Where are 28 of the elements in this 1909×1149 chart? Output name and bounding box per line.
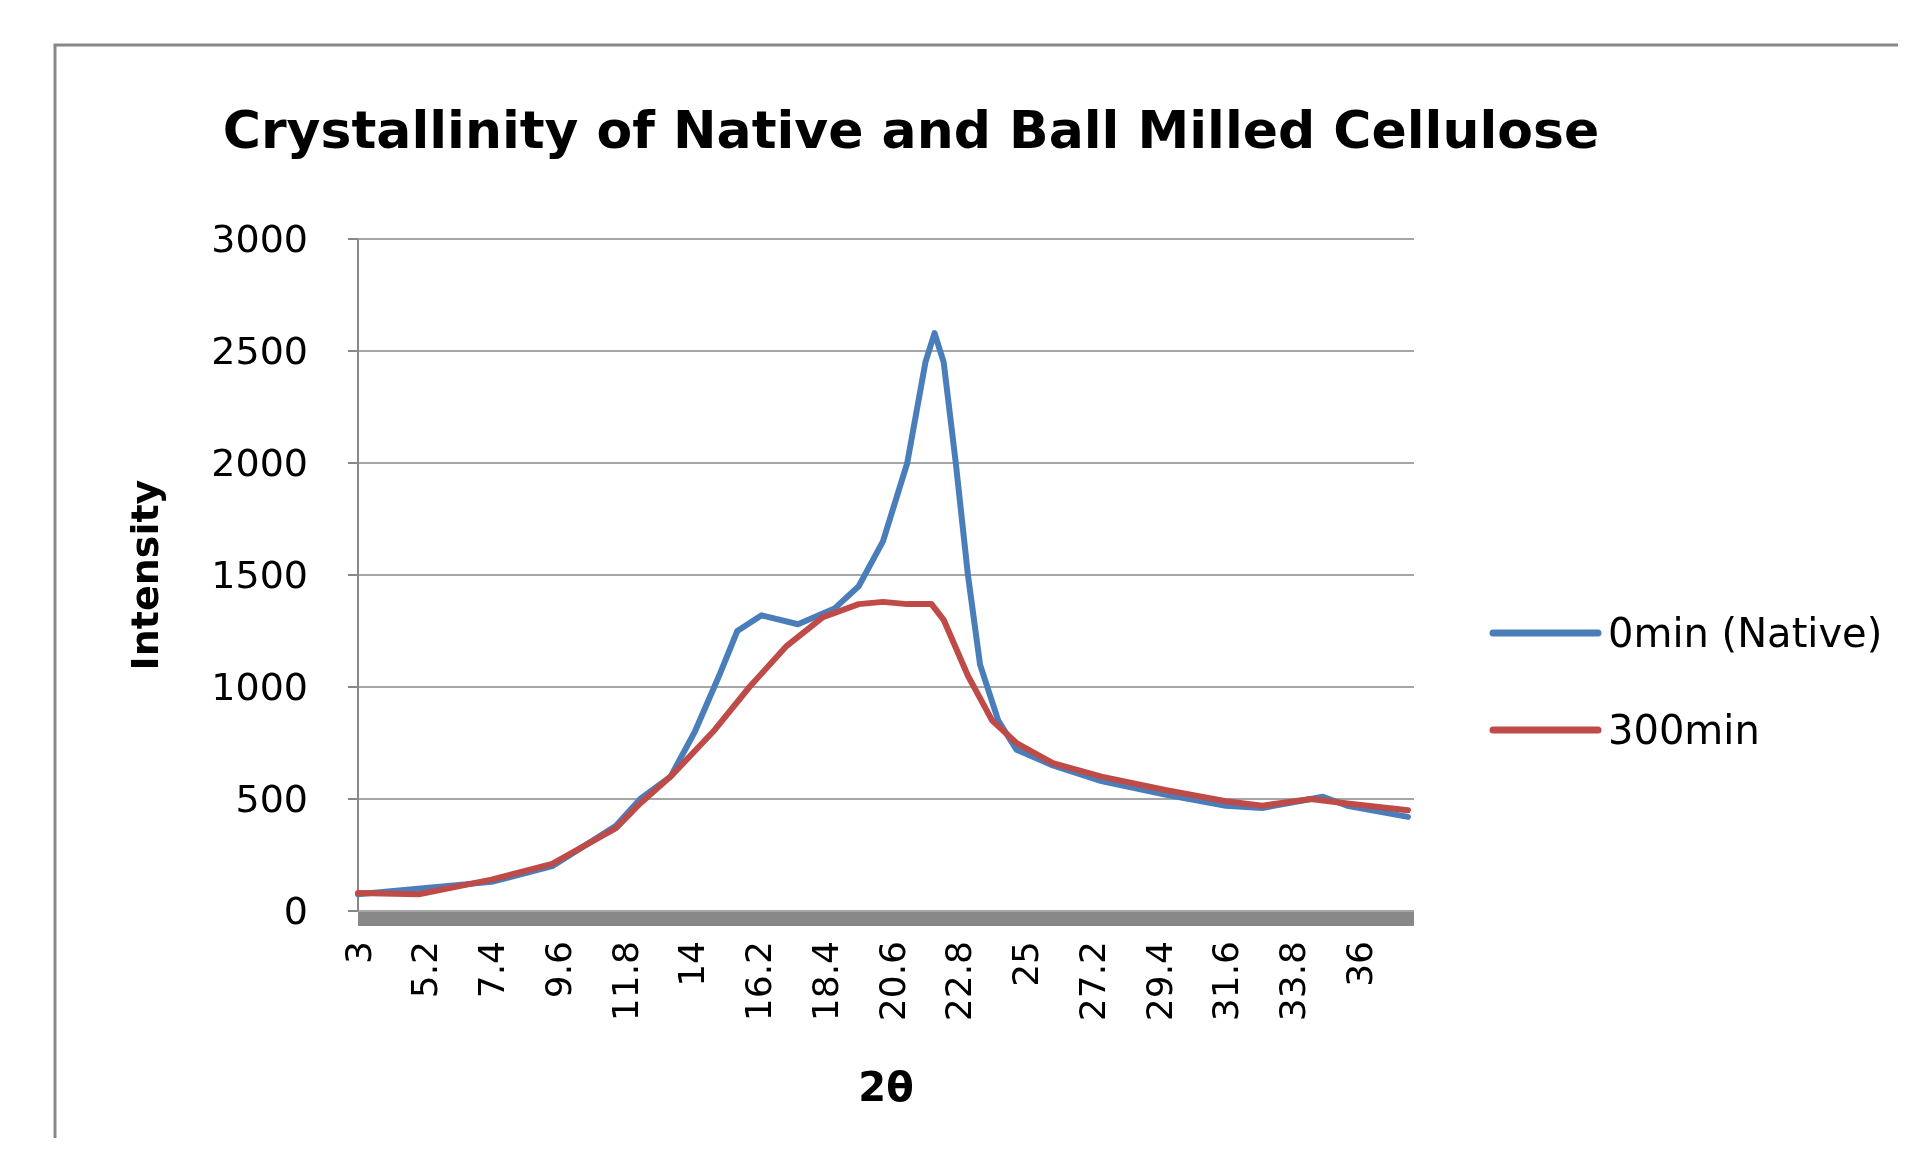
y-tick-label: 1000 [211, 665, 308, 710]
x-tick-label: 18.4 [804, 941, 846, 1022]
y-tick-label: 2000 [211, 441, 308, 486]
y-tick-label: 0 [283, 889, 308, 934]
x-tick-label: 14 [671, 941, 713, 987]
y-tick-label: 500 [235, 777, 308, 822]
x-tick-label: 36 [1338, 941, 1380, 987]
x-tick-label: 33.8 [1272, 941, 1314, 1022]
y-axis-title: Intensity [123, 479, 167, 671]
x-axis-title: 2θ [858, 1064, 914, 1110]
y-tick-label: 2500 [211, 329, 308, 374]
x-tick-label: 16.2 [738, 941, 780, 1022]
x-tick-label: 31.6 [1205, 941, 1247, 1022]
x-tick-label: 11.8 [604, 941, 646, 1022]
x-tick-label: 27.2 [1071, 941, 1113, 1022]
x-tick-label: 9.6 [537, 941, 579, 999]
x-tick-label: 22.8 [938, 941, 980, 1022]
x-tick-label: 25 [1005, 941, 1047, 987]
x-tick-label: 7.4 [471, 941, 513, 999]
x-tick-label: 3 [337, 941, 379, 964]
y-tick-label: 1500 [211, 553, 308, 598]
legend-label: 0min (Native) [1608, 610, 1883, 656]
x-tick-label: 29.4 [1138, 941, 1180, 1022]
x-tick-label: 5.2 [404, 941, 446, 999]
y-tick-label: 3000 [211, 217, 308, 262]
chart-title: Crystallinity of Native and Ball Milled Cellulose [222, 100, 1600, 160]
x-tick-label: 20.6 [871, 941, 913, 1022]
legend-label: 300min [1608, 707, 1760, 753]
